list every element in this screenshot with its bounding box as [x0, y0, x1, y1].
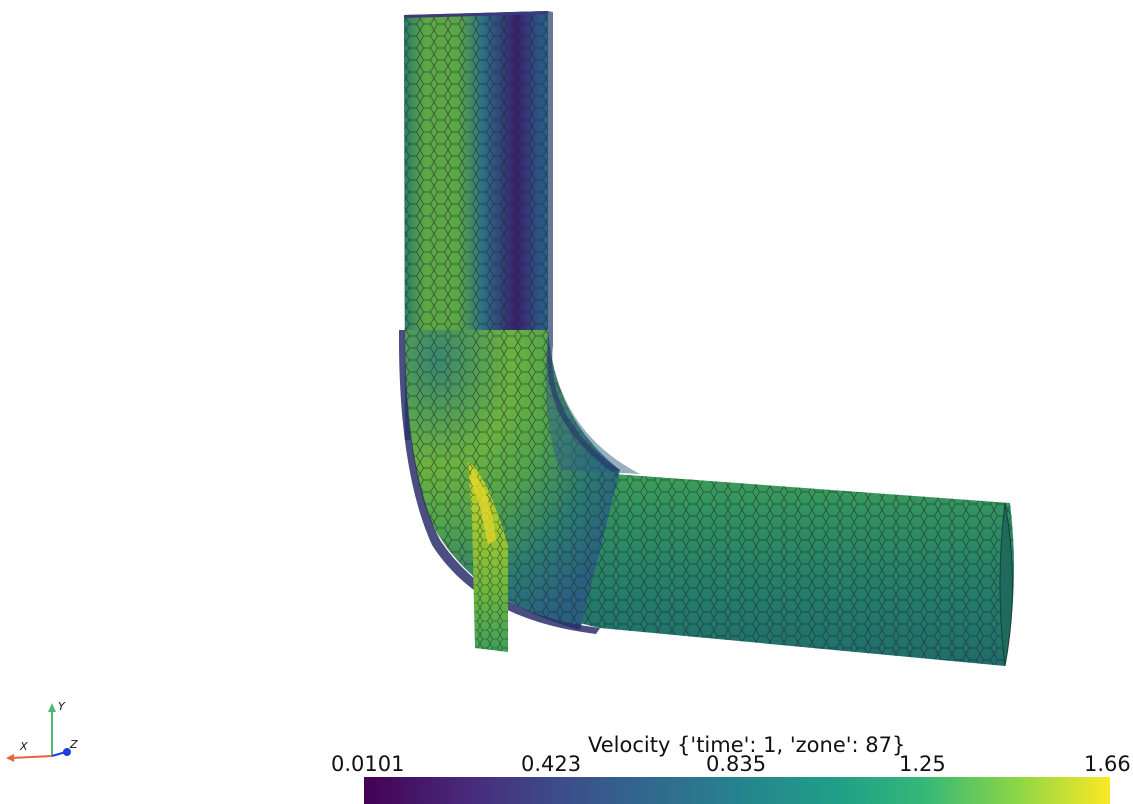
z-axis-dot-icon: [63, 748, 71, 756]
pipe-mesh[interactable]: [398, 11, 1014, 667]
y-axis-label: Y: [58, 700, 66, 713]
z-axis-label: Z: [69, 738, 78, 751]
orientation-axes[interactable]: Y X Z: [6, 700, 78, 762]
x-axis-line: [11, 755, 53, 759]
elbow-outer-wall: [398, 330, 600, 634]
elbow-inner-wall: [547, 11, 620, 472]
colorbar-gradient: [364, 777, 1110, 804]
outlet-cap: [999, 502, 1013, 667]
inlet-top-cap: [404, 11, 548, 18]
x-axis-arrow-icon: [6, 754, 14, 762]
x-axis-label: X: [19, 740, 28, 753]
y-axis-arrow-icon: [48, 703, 56, 712]
